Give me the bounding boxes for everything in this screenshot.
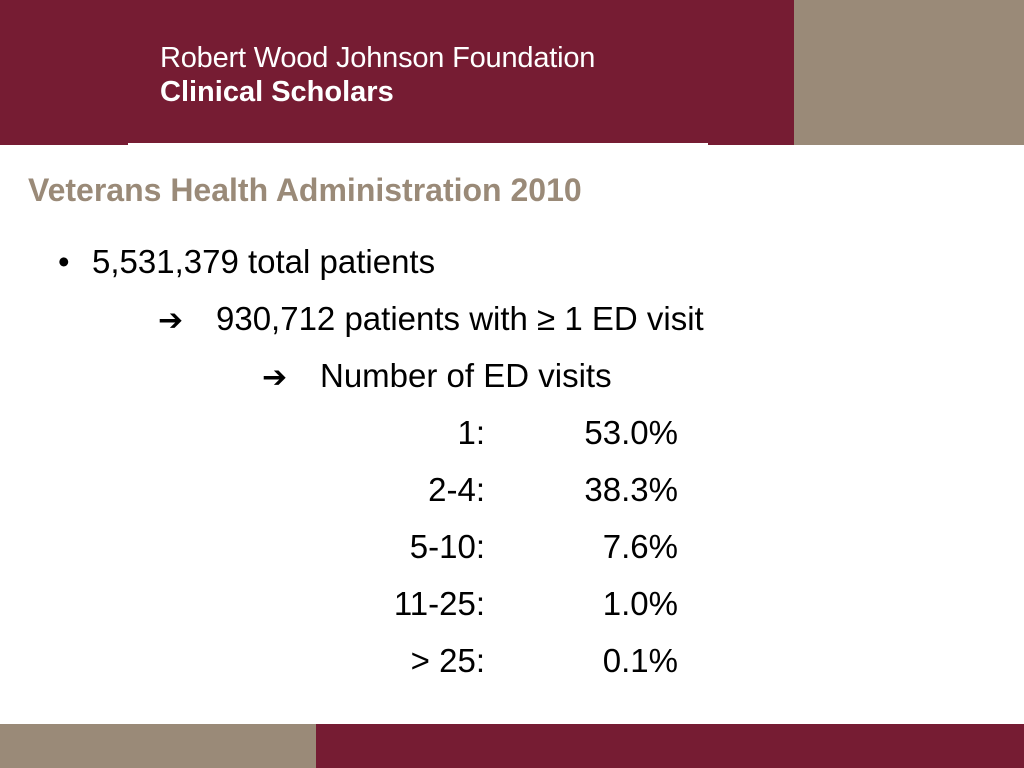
visit-percent: 7.6% bbox=[602, 528, 678, 565]
sub-item-visits-heading: ➔ Number of ED visits bbox=[262, 356, 612, 398]
total-patients-text: 5,531,379 total patients bbox=[92, 243, 436, 280]
header-band bbox=[0, 0, 794, 145]
visit-percent: 38.3% bbox=[584, 471, 678, 508]
visit-range: 5-10: bbox=[409, 528, 485, 565]
visit-range: 11-25: bbox=[393, 585, 485, 622]
bullet-icon: • bbox=[58, 243, 70, 280]
visits-heading-text: Number of ED visits bbox=[320, 357, 612, 394]
footer-band bbox=[316, 724, 1024, 768]
right-arrow-icon: ➔ bbox=[262, 361, 288, 394]
visit-range: 1: bbox=[457, 414, 485, 451]
bullet-total-patients: • 5,531,379 total patients bbox=[58, 242, 435, 282]
visit-range: 2-4: bbox=[428, 471, 485, 508]
ed-patients-text: 930,712 patients with ≥ 1 ED visit bbox=[216, 300, 704, 337]
visit-percent: 53.0% bbox=[584, 414, 678, 451]
header-underline bbox=[128, 143, 708, 146]
logo-org-name: Robert Wood Johnson Foundation bbox=[160, 42, 596, 74]
sub-item-ed-patients: ➔ 930,712 patients with ≥ 1 ED visit bbox=[158, 299, 704, 341]
header-accent-block bbox=[794, 0, 1024, 145]
visit-percent: 1.0% bbox=[602, 585, 678, 622]
foundation-logo: Robert Wood Johnson Foundation Clinical … bbox=[160, 40, 595, 108]
logo-program-name: Clinical Scholars bbox=[160, 76, 394, 108]
right-arrow-icon: ➔ bbox=[158, 304, 184, 337]
slide-title: Veterans Health Administration 2010 bbox=[28, 172, 582, 208]
visit-percent: 0.1% bbox=[602, 642, 678, 679]
visit-range: > 25: bbox=[410, 642, 485, 679]
footer-accent-block bbox=[0, 724, 316, 768]
